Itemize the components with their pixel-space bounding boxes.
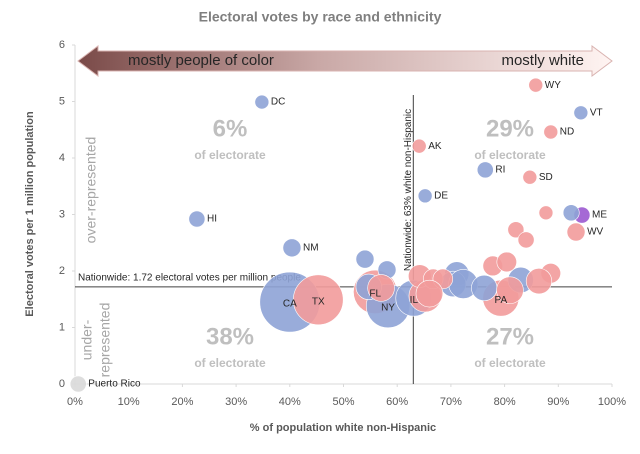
point-label: NY (381, 303, 395, 314)
point-label: VT (590, 107, 603, 118)
point-label: AK (428, 141, 442, 152)
quadrant-share: 38% (206, 323, 254, 350)
point-label: CA (283, 299, 297, 310)
point-label: NM (303, 242, 319, 253)
quadrant-share: 6% (213, 115, 248, 142)
point-label: HI (207, 214, 217, 225)
point-label: ME (592, 210, 607, 221)
bubble (525, 268, 553, 295)
x-tick-label: 0% (67, 396, 83, 408)
point-label: FL (369, 289, 381, 300)
y-tick-label: 1 (59, 321, 65, 333)
point-label: SD (539, 172, 553, 183)
point-label: TX (312, 296, 325, 307)
point-label: DC (271, 97, 285, 108)
y-tick-label: 4 (59, 152, 65, 164)
quadrant-share: 29% (486, 115, 534, 142)
point-label: RI (495, 165, 505, 176)
chart-title: Electoral votes by race and ethnicity (199, 9, 442, 25)
bubble (496, 251, 517, 273)
x-tick-label: 30% (225, 396, 247, 408)
bubble (69, 375, 87, 393)
point-label: PA (495, 295, 508, 306)
side-label-lower: under- (79, 319, 95, 360)
x-tick-label: 70% (440, 396, 462, 408)
bubble (562, 204, 580, 222)
bubble (415, 279, 444, 308)
quadrant-note: of electorate (194, 356, 266, 370)
y-tick-label: 2 (59, 265, 65, 277)
point-label: Puerto Rico (88, 379, 141, 390)
x-tick-label: 90% (547, 396, 569, 408)
bubble (522, 169, 538, 185)
reference-label: Nationwide: 1.72 electoral votes per mil… (78, 272, 301, 283)
bubble (293, 274, 344, 326)
side-label-lower: represented (97, 303, 113, 378)
arrow-label-right: mostly white (501, 52, 584, 69)
quadrant-share: 27% (486, 323, 534, 350)
y-tick-label: 0 (59, 378, 65, 390)
bubble (367, 274, 395, 302)
y-axis-title: Electoral votes per 1 million population (24, 111, 36, 317)
y-tick-label: 6 (59, 39, 65, 51)
point-label: WY (545, 80, 561, 91)
point-label: WV (587, 227, 603, 238)
bubble (254, 94, 270, 110)
bubble (543, 124, 559, 140)
bubble (476, 161, 494, 179)
x-tick-label: 10% (118, 396, 140, 408)
x-axis-title: % of population white non-Hispanic (250, 422, 436, 434)
bubble (528, 77, 544, 93)
bubble (282, 238, 302, 258)
quadrant-note: of electorate (194, 148, 266, 162)
bubble (507, 221, 525, 239)
bubble (411, 138, 427, 154)
y-tick-label: 5 (59, 95, 65, 107)
x-tick-label: 50% (332, 396, 354, 408)
bubble (188, 210, 206, 228)
y-tick-label: 3 (59, 208, 65, 220)
x-tick-label: 80% (494, 396, 516, 408)
direction-arrow (77, 45, 613, 77)
bubble (538, 205, 554, 221)
x-tick-label: 60% (386, 396, 408, 408)
x-tick-label: 100% (598, 396, 626, 408)
reference-label: Nationwide: 63% white non-Hispanic (403, 109, 414, 271)
side-label-upper: over-represented (83, 137, 99, 244)
x-tick-label: 20% (171, 396, 193, 408)
bubble (417, 188, 433, 204)
bubble (573, 105, 589, 121)
bubble (496, 276, 524, 304)
quadrant-note: of electorate (474, 148, 546, 162)
bubble (566, 222, 586, 242)
bubble (355, 249, 375, 269)
bubble (517, 231, 535, 249)
quadrant-note: of electorate (474, 356, 546, 370)
arrow-label-left: mostly people of color (128, 52, 274, 69)
bubble (471, 274, 498, 302)
point-label: IL (410, 295, 419, 306)
point-label: DE (434, 190, 448, 201)
x-tick-label: 40% (279, 396, 301, 408)
point-label: ND (560, 127, 574, 138)
